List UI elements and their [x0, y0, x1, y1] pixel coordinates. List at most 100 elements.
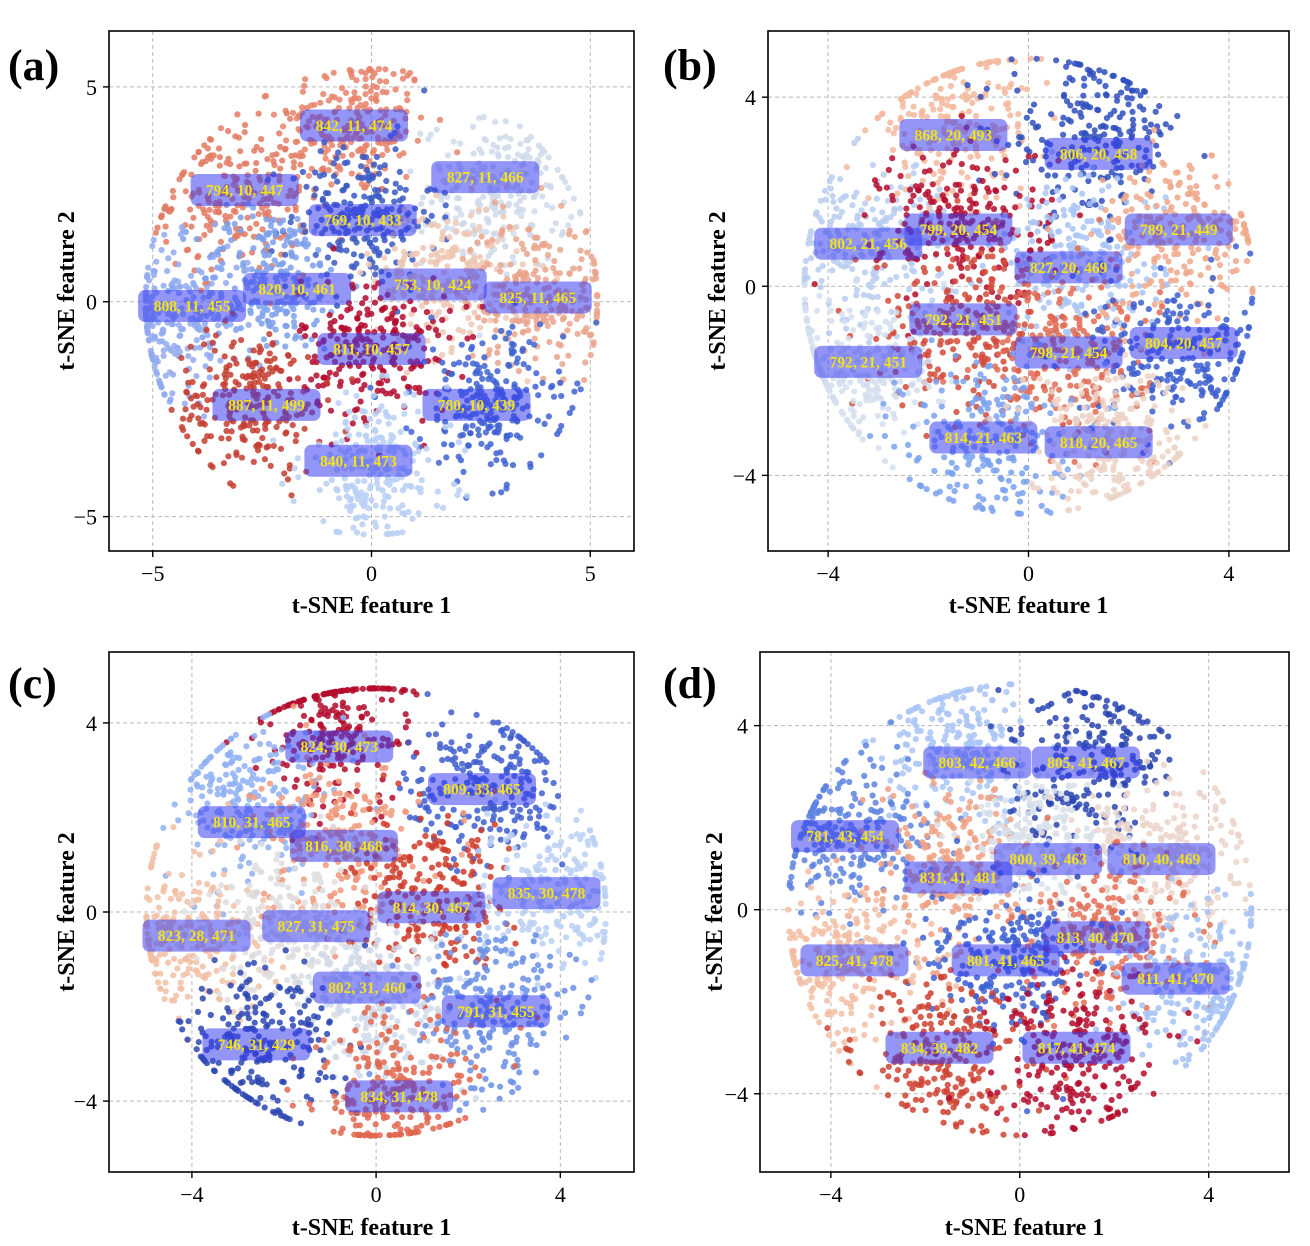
- scatter-point: [557, 379, 564, 386]
- scatter-point: [435, 459, 442, 466]
- scatter-point: [939, 192, 946, 199]
- scatter-point: [340, 144, 347, 151]
- scatter-point: [983, 64, 990, 71]
- scatter-point: [182, 406, 189, 413]
- scatter-point: [570, 195, 578, 202]
- scatter-point: [1015, 300, 1022, 307]
- scatter-point: [568, 213, 575, 220]
- scatter-point: [1159, 283, 1166, 290]
- scatter-point: [1052, 242, 1059, 249]
- scatter-point: [1113, 93, 1120, 100]
- scatter-point: [1183, 309, 1190, 316]
- scatter-point: [1073, 314, 1080, 321]
- scatter-point: [1174, 292, 1181, 299]
- scatter-point: [518, 272, 525, 279]
- scatter-point: [474, 239, 481, 246]
- cluster-annotation: 753, 10, 424: [378, 268, 487, 301]
- scatter-point: [270, 442, 277, 449]
- scatter-point: [224, 243, 231, 250]
- scatter-point: [1078, 100, 1086, 107]
- scatter-point: [400, 236, 407, 243]
- scatter-point: [263, 342, 270, 350]
- scatter-point: [988, 105, 995, 112]
- scatter-point: [1212, 173, 1219, 180]
- scatter-point: [1096, 67, 1103, 74]
- scatter-point: [218, 435, 225, 442]
- scatter-point: [187, 272, 195, 279]
- scatter-point: [897, 114, 904, 121]
- scatter-point: [225, 128, 232, 135]
- scatter-point: [1069, 225, 1076, 232]
- scatter-point: [416, 436, 423, 443]
- scatter-point: [912, 291, 919, 298]
- scatter-point: [944, 102, 951, 109]
- scatter-point: [471, 309, 478, 316]
- scatter-point: [507, 193, 514, 200]
- scatter-point: [210, 274, 217, 281]
- scatter-point: [1117, 179, 1124, 186]
- scatter-point: [410, 306, 418, 313]
- scatter-point: [475, 206, 482, 213]
- scatter-point: [1057, 242, 1064, 249]
- scatter-point: [1096, 78, 1103, 85]
- scatter-point: [199, 159, 206, 166]
- scatter-point: [921, 268, 929, 276]
- scatter-point: [208, 266, 215, 273]
- scatter-point: [199, 383, 206, 390]
- scatter-point: [1144, 191, 1151, 198]
- scatter-point: [293, 238, 300, 245]
- scatter-point: [444, 218, 451, 225]
- scatter-point: [433, 126, 440, 133]
- scatter-point: [479, 375, 486, 382]
- scatter-point: [444, 263, 451, 270]
- scatter-point: [991, 170, 999, 178]
- scatter-point: [158, 213, 165, 220]
- scatter-point: [484, 239, 491, 246]
- scatter-point: [185, 379, 192, 386]
- scatter-point: [1129, 116, 1136, 123]
- scatter-point: [1109, 197, 1116, 205]
- scatter-point: [509, 323, 516, 330]
- scatter-point: [394, 393, 401, 400]
- scatter-point: [1229, 268, 1236, 275]
- scatter-point: [1151, 126, 1158, 134]
- annotation-text: 842, 11, 474: [316, 118, 393, 135]
- annotation-box: [317, 333, 426, 366]
- scatter-point: [1134, 268, 1141, 275]
- scatter-point: [342, 325, 349, 332]
- scatter-point: [1146, 129, 1153, 136]
- scatter-point: [202, 363, 209, 370]
- scatter-point: [317, 148, 324, 155]
- scatter-point: [152, 229, 159, 236]
- scatter-point: [362, 100, 369, 108]
- scatter-point: [220, 460, 227, 467]
- scatter-point: [1027, 231, 1034, 238]
- scatter-point: [403, 173, 410, 180]
- scatter-point: [829, 192, 836, 199]
- scatter-point: [929, 181, 936, 188]
- scatter-point: [144, 271, 151, 278]
- scatter-point: [520, 361, 527, 368]
- scatter-point: [164, 268, 171, 275]
- scatter-point: [937, 106, 944, 113]
- scatter-point: [921, 337, 929, 344]
- scatter-point: [853, 292, 860, 299]
- scatter-point: [419, 417, 426, 424]
- scatter-point: [299, 152, 306, 159]
- scatter-point: [1164, 281, 1171, 288]
- scatter-point: [476, 146, 483, 153]
- scatter-point: [170, 194, 177, 201]
- scatter-point: [169, 280, 176, 287]
- scatter-point: [460, 220, 467, 227]
- scatter-point: [311, 192, 318, 199]
- scatter-point: [441, 368, 448, 375]
- scatter-point: [982, 268, 989, 275]
- scatter-point: [241, 121, 249, 129]
- scatter-point: [381, 513, 388, 520]
- scatter-point: [577, 386, 584, 393]
- scatter-point: [495, 153, 502, 160]
- scatter-point: [947, 263, 954, 270]
- scatter-point: [1015, 111, 1022, 118]
- scatter-point: [465, 442, 472, 449]
- scatter-point: [331, 94, 338, 101]
